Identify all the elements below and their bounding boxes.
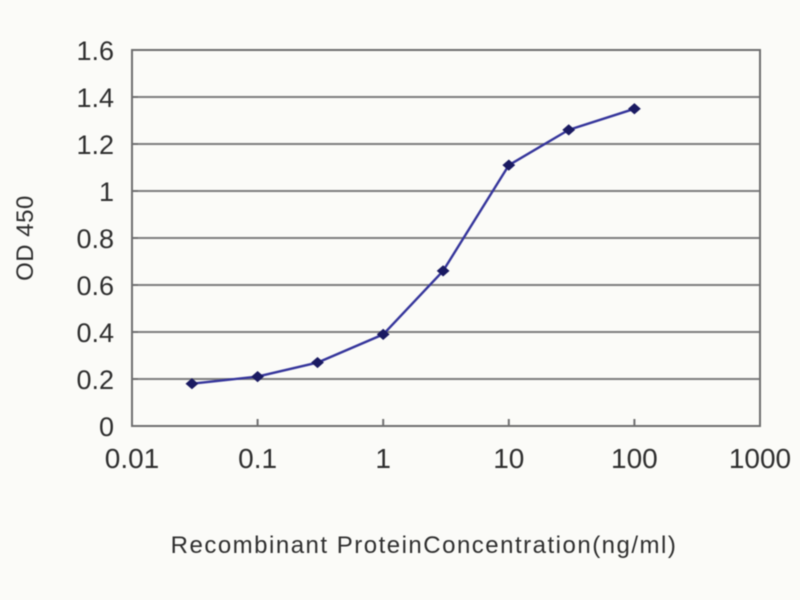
data-point-marker (251, 371, 264, 383)
y-axis-tick-label: 0.6 (76, 271, 114, 301)
y-axis-tick-label: 1.4 (76, 83, 114, 113)
x-axis-tick-label: 10 (493, 443, 524, 474)
data-point-marker (185, 378, 199, 390)
data-point-marker (376, 328, 390, 340)
data-point-marker (502, 159, 516, 171)
y-axis-tick-label: 0.2 (76, 365, 114, 395)
x-axis-tick-label: 1000 (729, 443, 791, 474)
data-point-marker (628, 103, 641, 115)
series-line (191, 107, 635, 385)
data-point-marker (436, 265, 450, 277)
x-axis-title: Recombinant ProteinConcentration(ng/ml) (171, 532, 678, 559)
y-axis-tick-label: 0 (99, 412, 114, 442)
y-axis-title: OD 450 (12, 195, 39, 281)
data-point-marker (311, 356, 324, 369)
x-axis-tick-label: 0.01 (105, 443, 160, 474)
y-axis-tick-label: 0.4 (76, 318, 114, 348)
data-point-marker (562, 124, 576, 136)
y-axis-tick-label: 1 (99, 177, 114, 207)
x-axis-tick-label: 100 (611, 443, 658, 474)
x-axis-tick-label: 1 (375, 443, 391, 474)
plot-area: 0.01 0.1 1 10 100 1000 0 0.2 0.4 0.6 0.8 1 1.2 1.4 1.6 (76, 36, 791, 474)
y-axis-tick-label: 1.2 (76, 130, 114, 160)
x-axis-tick-label: 0.1 (238, 443, 277, 474)
y-axis-tick-label: 0.8 (76, 224, 114, 254)
y-axis-tick-label: 1.6 (76, 36, 114, 66)
